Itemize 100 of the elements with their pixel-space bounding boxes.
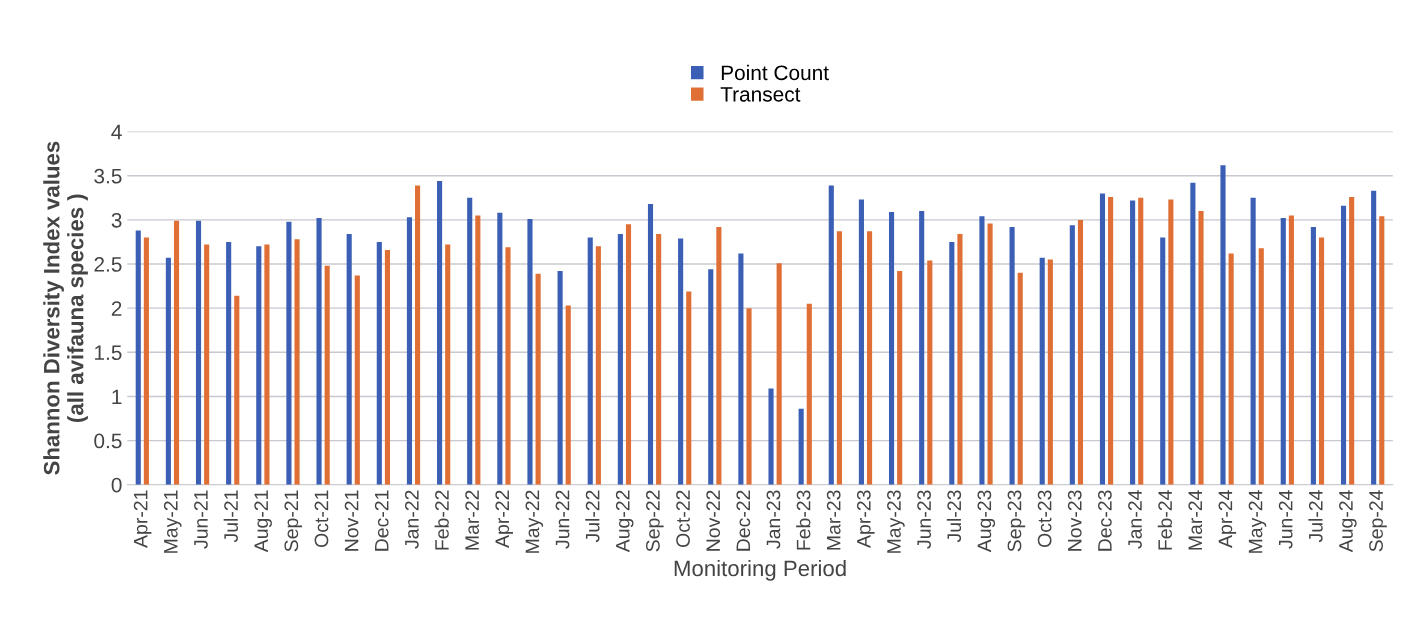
bar [1349,196,1355,485]
bar [776,263,782,485]
bar [716,226,722,485]
bar [979,216,985,485]
bar [1379,216,1385,485]
bar [806,303,812,485]
bar [949,241,955,485]
bar [1168,199,1174,485]
bar [354,275,360,485]
x-tick-label: Nov-23 [1067,490,1082,551]
bar [565,305,571,485]
bar [226,241,232,485]
bar [256,246,262,485]
x-tick-label: Jul-22 [585,490,600,543]
x-tick-label: May-21 [163,490,182,553]
bar [798,408,804,485]
y-axis-title: Shannon Diversity Index values (all avifauna species ) [43,141,88,475]
x-tick-label: Sep-24 [1369,490,1387,552]
y-tick-label: 1.5 [95,345,122,361]
bar [686,291,692,485]
x-tick-label: Apr-24 [1218,490,1237,548]
bar [738,253,744,485]
bar [1220,165,1226,485]
x-tick-label: Feb-24 [1157,490,1173,550]
bar [415,185,421,485]
bar [535,273,541,485]
bar [1069,225,1075,485]
bar [437,181,443,485]
bar [1250,197,1256,485]
bar [957,234,963,485]
x-tick-label: Jun-24 [1278,490,1293,549]
bar [1099,193,1106,485]
x-tick-label: Oct-21 [314,490,329,547]
bar [617,234,623,485]
x-tick-label: Jan-24 [1128,490,1142,549]
bar [376,241,382,485]
x-tick-label: Jul-24 [1308,490,1323,543]
bar [768,388,774,485]
bar [828,185,834,485]
bar [324,265,330,485]
x-tick-label: May-24 [1248,490,1267,553]
bar [1047,259,1053,485]
bar [897,271,903,485]
bar [1017,272,1023,485]
bar [987,223,993,485]
x-tick-label: Sep-21 [284,490,303,552]
x-tick-label: Dec-23 [1097,490,1112,551]
x-tick-label: May-22 [525,490,544,553]
x-tick-label: Mar-22 [465,490,479,550]
bar [286,221,292,485]
bar [1371,190,1377,485]
y-tick-label: 4 [111,124,122,140]
bar [234,295,240,485]
bar [165,257,171,485]
bar [927,260,933,485]
x-tick-label: Jan-22 [404,490,419,549]
legend-label: Point Count [721,64,829,81]
bar [587,237,593,485]
x-tick-label: Apr-21 [133,490,152,548]
bar [888,211,895,485]
x-tick-label: Jun-23 [917,490,931,549]
x-tick-label: Aug-21 [254,490,272,553]
bar [384,249,391,485]
x-tick-label: Jul-23 [946,490,962,543]
y-tick-label: 1 [112,389,122,404]
bar [1077,219,1084,485]
bar [1310,226,1316,485]
bar [316,218,322,485]
bar [1108,196,1114,485]
bar [656,234,662,485]
x-tick-label: Feb-23 [796,490,811,550]
bar [1340,205,1347,485]
x-tick-label: Dec-21 [374,490,389,551]
bar [497,212,503,485]
bar [1130,200,1136,485]
x-tick-label: May-23 [887,490,905,553]
x-tick-label: Aug-24 [1339,490,1357,553]
bar [294,239,300,485]
y-tick-label: 2 [111,301,122,316]
x-tick-label: Nov-21 [344,490,359,551]
bar [866,231,873,485]
bar [467,197,473,485]
bar [1318,237,1325,485]
y-tick-label: 2.5 [94,257,122,272]
y-tick-label: 0 [111,477,122,493]
bar [1258,248,1264,485]
bar [1009,226,1015,485]
y-tick-label: 0.5 [94,433,122,449]
x-tick-label: Aug-22 [615,490,634,553]
bar [836,231,842,485]
bar [557,271,563,485]
bar [475,215,481,485]
x-tick-label: Oct-22 [676,490,690,547]
y-tick-label: 3 [111,212,122,228]
bar [173,220,180,485]
x-axis-title: Monitoring Period [674,559,846,581]
bar [1138,197,1144,485]
x-tick-label: Apr-22 [495,490,513,548]
bar [264,244,270,485]
bar [647,204,654,485]
